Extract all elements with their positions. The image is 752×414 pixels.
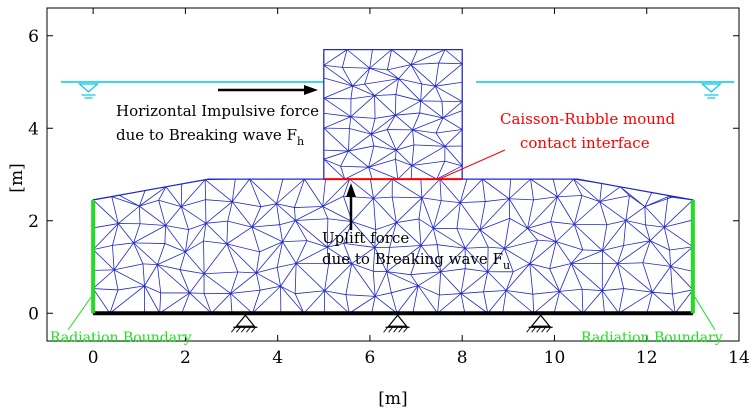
- x-tick-label: 2: [180, 348, 191, 368]
- x-tick-label: 4: [272, 348, 283, 368]
- radiation-boundary-right-label: Radiation Boundary: [581, 330, 723, 346]
- finite-element-mesh: [92, 49, 694, 314]
- uplift-force-label-line2: due to Breaking wave Fu: [322, 250, 510, 272]
- x-tick-label: 14: [728, 348, 750, 368]
- fixed-support-icon: [230, 314, 258, 333]
- plot-frame: [46, 7, 740, 342]
- horizontal-force-label-line2: due to Breaking wave Fh: [116, 126, 304, 148]
- water-level-symbol-left: [77, 83, 100, 99]
- contact-label-line1: Caisson-Rubble mound: [500, 110, 676, 128]
- contact-leader-line: [438, 149, 506, 180]
- x-tick-label: 12: [636, 348, 658, 368]
- x-tick-label: 10: [544, 348, 566, 368]
- y-tick-label: 4: [28, 119, 39, 139]
- y-tick-label: 0: [28, 304, 39, 324]
- axis-ticks: 0 2 4 6 8 10 12 14 0 2 4 6: [28, 8, 750, 368]
- water-level-symbol-right: [700, 83, 722, 99]
- radiation-leader-left: [67, 296, 92, 331]
- uplift-force-label-line1: Uplift force: [322, 229, 409, 247]
- fixed-supports: [230, 314, 553, 333]
- y-tick-label: 2: [28, 212, 39, 232]
- y-axis-label: [m]: [7, 163, 27, 192]
- uplift-force-arrow: [346, 183, 356, 230]
- y-tick-label: 6: [28, 27, 39, 47]
- x-tick-label: 6: [365, 348, 376, 368]
- radiation-boundary-left-label: Radiation Boundary: [50, 330, 192, 346]
- horizontal-force-arrow: [218, 85, 318, 95]
- x-axis-label: [m]: [378, 389, 407, 409]
- fixed-support-icon: [383, 314, 410, 333]
- fixed-support-icon: [526, 314, 553, 333]
- radiation-leader-right: [694, 296, 716, 331]
- x-tick-label: 0: [88, 348, 99, 368]
- contact-label-line2: contact interface: [520, 134, 650, 152]
- horizontal-force-label-line1: Horizontal Impulsive force: [116, 102, 319, 120]
- x-tick-label: 8: [457, 348, 468, 368]
